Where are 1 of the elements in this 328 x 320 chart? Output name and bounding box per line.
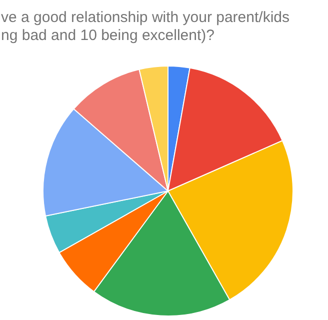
chart-title: ve a good relationship with your parent/kids ng bad and 10 being excellent)? <box>1 9 290 44</box>
